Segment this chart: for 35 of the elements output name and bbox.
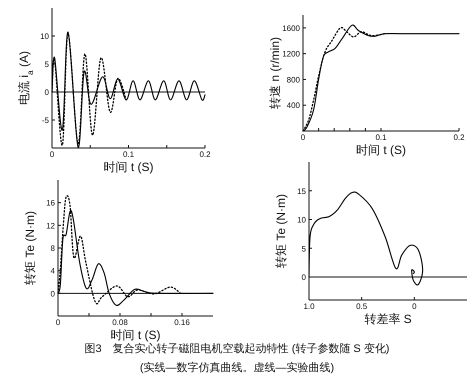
x-tick-label: 0.2 [453, 133, 466, 142]
x-tick-label: 0.16 [174, 318, 190, 327]
y-tick-label: 5 [302, 244, 307, 254]
x-tick-label: 1.0 [303, 302, 316, 311]
y-tick-label: -5 [42, 116, 50, 125]
y-tick-label: 12 [46, 221, 56, 230]
y-tick-label: 1200 [282, 50, 301, 59]
y-axis-title: 转矩 Te (N·m) [274, 194, 288, 268]
y-tick-label: 15 [297, 186, 307, 196]
y-axis-title: 转矩 Te (N·m) [23, 211, 37, 285]
y-tick-label: 10 [40, 32, 50, 41]
y-tick-label: 800 [286, 75, 301, 84]
x-tick-label: 0.08 [112, 318, 128, 327]
y-tick-label: 10 [297, 216, 307, 224]
y-tick-label: 4 [50, 266, 56, 276]
caption: 图3 复合实心转子磁阻电机空载起动特性 (转子参数随 S 变化) [84, 342, 390, 355]
x-axis-title: 时间 t (S) [104, 160, 154, 174]
y-axis-title: 转速 n (r/min) [268, 36, 282, 109]
text: (实线—数字仿真曲线。虚线—实验曲线) [140, 361, 334, 374]
x-tick-label: 0.1 [375, 133, 388, 142]
x-tick-label: 0 [412, 302, 418, 311]
y-tick-label: 400 [286, 101, 301, 110]
x-axis-title: 转差率 S [364, 312, 412, 326]
x-axis-title: 时间 t (S) [356, 143, 406, 157]
y-tick-label: 16 [46, 198, 56, 208]
y-tick-label: 5 [44, 60, 50, 69]
x-axis-title: 时间 t (S) [110, 328, 160, 342]
x-tick-label: 0.5 [356, 302, 368, 311]
y-tick-label: 0 [50, 289, 56, 298]
y-tick-label: 0 [44, 88, 50, 97]
x-tick-label: 0.1 [122, 150, 135, 159]
y-tick-label: 0 [302, 273, 307, 282]
y-tick-label: 8 [50, 244, 56, 253]
x-tick-label: 0.2 [199, 150, 212, 159]
y-tick-label: 1600 [282, 24, 301, 33]
